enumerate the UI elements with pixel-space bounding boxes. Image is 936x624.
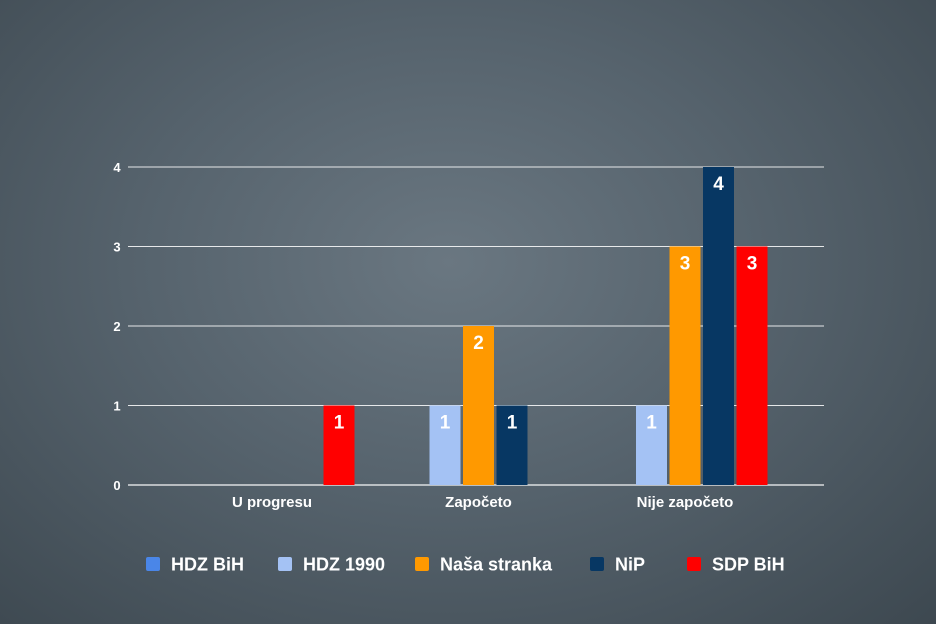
legend-item: HDZ BiH	[146, 555, 244, 575]
legend-swatch	[687, 557, 701, 571]
x-tick-label: Započeto	[445, 494, 512, 511]
legend-swatch	[146, 557, 160, 571]
data-label: 1	[440, 413, 451, 434]
legend-item: NiP	[590, 555, 645, 575]
data-label: 2	[473, 333, 484, 354]
legend-label: NiP	[615, 555, 645, 575]
legend-swatch	[590, 557, 604, 571]
bar	[463, 326, 494, 485]
legend-label: HDZ BiH	[171, 555, 244, 575]
legend-label: Naša stranka	[440, 555, 553, 575]
bar	[669, 246, 701, 485]
y-tick-label: 2	[113, 319, 120, 334]
bar	[703, 167, 734, 485]
data-label: 3	[747, 254, 758, 275]
legend: HDZ BiH HDZ 1990 Naša stranka NiP SDP BiH	[146, 555, 785, 575]
bars-layer	[323, 167, 768, 485]
data-label: 4	[713, 174, 724, 195]
x-tick-label: U progresu	[232, 494, 312, 511]
legend-swatch	[415, 557, 429, 571]
y-tick-label: 1	[113, 399, 120, 414]
data-label: 1	[334, 413, 345, 434]
labels-layer: 0 1 2 3 4 U progresu Započeto Nije započeto 1 1 2 1…	[113, 160, 757, 511]
data-label: 3	[680, 254, 691, 275]
bar	[736, 246, 768, 485]
bar	[429, 405, 461, 485]
bar	[636, 405, 667, 485]
legend-item: HDZ 1990	[278, 555, 385, 575]
data-label: 1	[646, 413, 657, 434]
x-tick-label: Nije započeto	[637, 494, 734, 511]
y-tick-label: 3	[113, 240, 120, 255]
y-tick-label: 0	[113, 478, 120, 493]
legend-item: Naša stranka	[415, 555, 553, 575]
legend-label: SDP BiH	[712, 555, 785, 575]
bar	[496, 405, 528, 485]
legend-swatch	[278, 557, 292, 571]
y-tick-label: 4	[113, 160, 121, 175]
legend-item: SDP BiH	[687, 555, 785, 575]
legend-label: HDZ 1990	[303, 555, 385, 575]
data-label: 1	[507, 413, 518, 434]
bar	[323, 405, 355, 485]
